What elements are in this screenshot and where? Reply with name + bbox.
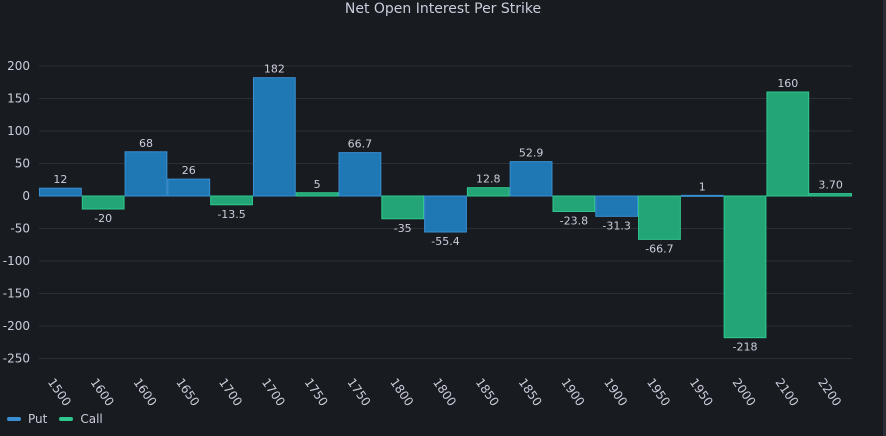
legend-label-put: Put [28,412,48,426]
bar-call[interactable] [466,187,510,197]
bar-put[interactable] [167,178,211,197]
bar-value-label: 26 [182,164,196,177]
legend-swatch-call [59,417,74,421]
x-tick-label: 1600 [131,376,160,409]
bar-value-label: -66.7 [645,242,673,255]
y-tick-label: 0 [22,189,30,203]
bars [39,77,852,339]
y-tick-label: -50 [10,222,30,236]
x-tick-label: 1850 [516,376,545,409]
x-tick-label: 2200 [815,376,844,409]
y-tick-label: -150 [3,287,30,301]
bar-call[interactable] [81,195,125,210]
x-tick-label: 1850 [473,376,502,409]
y-tick-label: 200 [7,59,30,73]
bar-put[interactable] [424,195,467,233]
bar-call[interactable] [381,195,425,220]
bar-put[interactable] [124,151,168,197]
bar-value-label: 12.8 [476,173,501,186]
x-tick-label: 1500 [45,376,74,409]
x-tick-label: 2000 [730,376,759,409]
bar-call[interactable] [766,91,810,197]
legend-label-call: Call [80,412,103,426]
bar-value-label: -23.8 [560,214,588,227]
legend: Put Call [7,412,103,426]
bar-value-label: 68 [139,137,153,150]
legend-item-put[interactable]: Put [7,412,47,426]
x-tick-label: 1700 [259,376,288,409]
y-tick-label: 150 [7,92,30,106]
bar-value-label: 5 [314,178,321,191]
bar-call[interactable] [638,195,681,240]
x-tick-label: 1700 [216,376,245,409]
y-tick-label: -250 [3,352,30,366]
bar-value-label: 1 [699,180,706,193]
y-tick-label: -100 [3,254,30,268]
x-tick-label: 1750 [344,376,373,409]
y-axis-ticks: 200 150 100 50 0 -50 -100 -150 -200 -250 [3,59,30,366]
bar-value-label: 66.7 [348,138,373,151]
chart-title: Net Open Interest Per Strike [344,1,542,17]
bar-value-label: 182 [264,63,285,76]
x-tick-label: 1950 [687,376,716,409]
bar-value-label: 12 [53,173,67,186]
panel-edge [883,0,886,436]
x-tick-label: 1750 [302,376,331,409]
bar-value-label: -218 [733,341,758,354]
y-tick-label: 50 [15,157,30,171]
bar-call[interactable] [809,193,852,197]
bar-call[interactable] [723,195,767,339]
bar-put[interactable] [338,152,382,197]
x-tick-label: 1650 [173,376,202,409]
x-tick-label: 1800 [387,376,416,409]
bar-call[interactable] [295,192,339,197]
bar-put[interactable] [252,77,296,197]
legend-item-call[interactable]: Call [59,412,103,426]
bar-value-label: 3.70 [818,179,843,192]
bar-call[interactable] [210,195,253,206]
y-tick-label: -200 [3,319,30,333]
bar-value-label: -35 [394,222,412,235]
x-tick-label: 1900 [601,376,630,409]
x-tick-label: 2100 [772,376,801,409]
bar-value-label: -55.4 [431,235,459,248]
bar-put[interactable] [680,194,724,197]
bar-value-label: -13.5 [217,208,245,221]
bar-put[interactable] [39,187,82,197]
legend-swatch-put [7,417,21,421]
bar-value-label: -31.3 [602,219,630,232]
bar-put[interactable] [595,195,639,217]
bar-call[interactable] [552,195,596,212]
x-tick-label: 1800 [430,376,459,409]
bar-value-label: 52.9 [519,147,544,160]
bar-value-label: 160 [777,77,798,90]
bar-value-labels: 12 -20 68 26 -13.5 182 5 66.7 -35 -55.4 12.8 52.9 -2… [53,63,842,354]
y-tick-label: 100 [7,124,30,138]
x-tick-label: 1600 [88,376,117,409]
bar-value-label: -20 [94,212,112,225]
x-tick-label: 1950 [644,376,673,409]
x-tick-label: 1900 [558,376,587,409]
bar-put[interactable] [509,161,553,197]
x-axis-ticks: 1500 1600 1600 1650 1700 1700 1750 1750 1800 1800… [45,376,844,409]
